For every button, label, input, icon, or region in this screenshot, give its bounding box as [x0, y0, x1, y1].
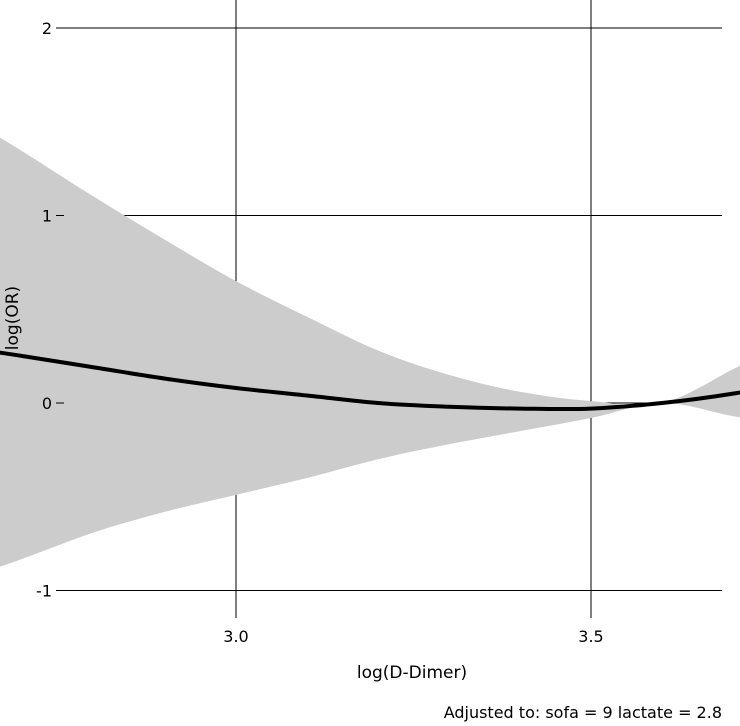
x-axis-ticks: 3.03.54.0 — [223, 610, 604, 646]
x-axis-title: log(D-Dimer) — [357, 663, 467, 683]
y-tick-label: 0 — [42, 394, 52, 413]
confidence-band — [0, 137, 740, 567]
y-tick-label: -1 — [36, 582, 52, 601]
y-axis-title: log(OR) — [3, 286, 23, 350]
adjustment-note: Adjusted to: sofa = 9 lactate = 2.8 — [444, 703, 722, 722]
x-tick-label: 3.0 — [223, 627, 248, 646]
y-axis-ticks: -1 0 1 2 — [36, 19, 64, 601]
y-tick-label: 2 — [42, 19, 52, 38]
y-tick-label: 1 — [42, 207, 52, 226]
x-tick-label: 3.5 — [578, 627, 603, 646]
estimate-line — [0, 350, 740, 412]
